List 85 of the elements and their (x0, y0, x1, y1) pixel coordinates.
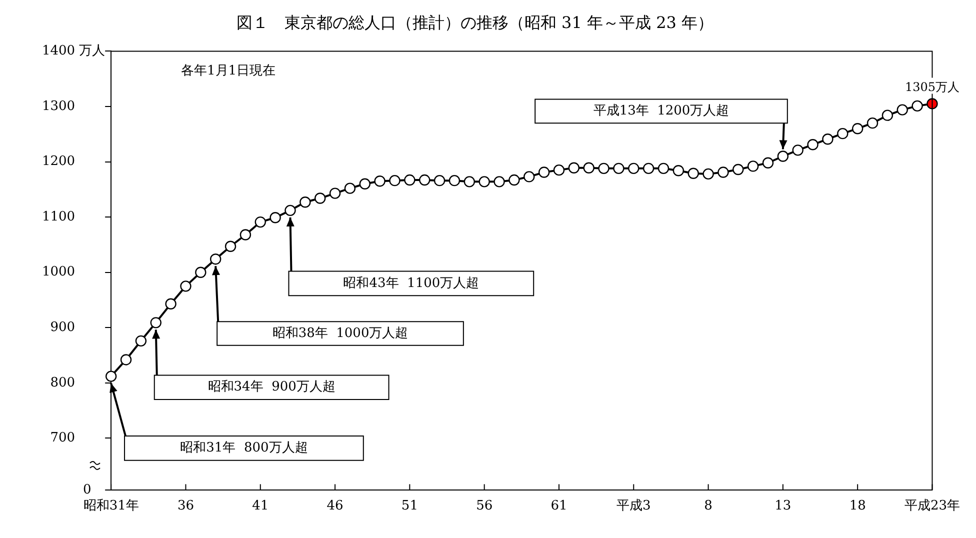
point (374, 176, 386, 187)
point (494, 176, 505, 188)
annotation: 昭和38年 1000万人超 (272, 326, 408, 341)
point (732, 164, 744, 176)
x-tick-label: 18 (849, 498, 866, 514)
point (300, 196, 311, 208)
y-tick-label: 1200 (42, 154, 76, 170)
point (718, 166, 729, 178)
y-tick-label: 800 (50, 375, 76, 390)
x-tick-label: 36 (177, 498, 194, 514)
y-axis-title: 万人 (79, 44, 106, 59)
x-tick-label: 41 (252, 498, 269, 514)
point (762, 157, 774, 168)
point (702, 168, 714, 180)
point (822, 134, 834, 145)
y-tick-label: 1300 (42, 98, 76, 114)
point (568, 162, 580, 174)
x-tick-label: 平成3 (616, 498, 651, 514)
x-tick-label: 昭和31年 (83, 498, 139, 514)
point (314, 192, 326, 204)
data-label: 1305万人 (904, 80, 960, 94)
point (224, 240, 236, 252)
text: 0 (83, 482, 92, 498)
annotation: 昭和31年 800万人超 (180, 440, 308, 456)
point (329, 188, 341, 199)
point (359, 178, 370, 190)
point (180, 280, 192, 292)
y-tick-label: 1400 (42, 44, 76, 59)
point (777, 150, 789, 162)
point (105, 370, 117, 382)
point (896, 104, 908, 116)
point (882, 110, 894, 121)
point (464, 176, 475, 188)
point (792, 144, 804, 156)
point (135, 335, 147, 347)
point (852, 123, 864, 134)
point (195, 266, 206, 278)
chart-title: 図１ 東京都の総人口（推計）の推移（昭和 31 年～平成 23 年） (236, 12, 714, 32)
x-tick-label: 13 (774, 498, 792, 514)
point (404, 174, 416, 186)
point (642, 162, 654, 174)
point (389, 174, 400, 186)
point (628, 162, 640, 174)
y-tick-label: 1000 (42, 264, 76, 280)
point (434, 174, 446, 186)
point (419, 174, 430, 186)
annotation: 平成13年 1200万人超 (593, 104, 730, 119)
y-tick-label: 1100 (42, 209, 76, 224)
point (150, 317, 162, 328)
annotation: 昭和34年 900万人超 (208, 380, 336, 395)
y-tick-label: 900 (50, 320, 76, 336)
point (210, 253, 222, 265)
point (538, 166, 550, 178)
point (837, 128, 848, 140)
point (583, 162, 594, 174)
point (747, 160, 759, 172)
y-tick-label: 700 (50, 430, 76, 446)
point (658, 162, 670, 174)
point (120, 354, 132, 366)
point (524, 171, 535, 182)
x-tick-label: 平成23年 (904, 498, 960, 514)
point (270, 212, 281, 224)
annotation: 昭和43年 1100万人超 (343, 276, 480, 291)
point (254, 216, 266, 228)
point (912, 100, 923, 112)
point (448, 174, 460, 186)
point (478, 176, 490, 188)
point (508, 174, 520, 186)
point (807, 139, 818, 150)
x-tick-label: 56 (476, 498, 493, 514)
x-tick-label: 61 (550, 498, 568, 514)
point (688, 168, 699, 179)
point (613, 162, 624, 174)
point (165, 298, 176, 310)
x-tick-label: 51 (401, 498, 418, 514)
point (866, 117, 878, 129)
point (284, 204, 296, 216)
point (344, 182, 356, 194)
x-tick-label: 8 (704, 498, 712, 514)
point (553, 164, 565, 176)
point (672, 165, 684, 176)
point (240, 229, 252, 240)
x-tick-label: 46 (326, 498, 344, 514)
point (598, 162, 610, 174)
annotation: 各年1月1日現在 (181, 63, 276, 78)
